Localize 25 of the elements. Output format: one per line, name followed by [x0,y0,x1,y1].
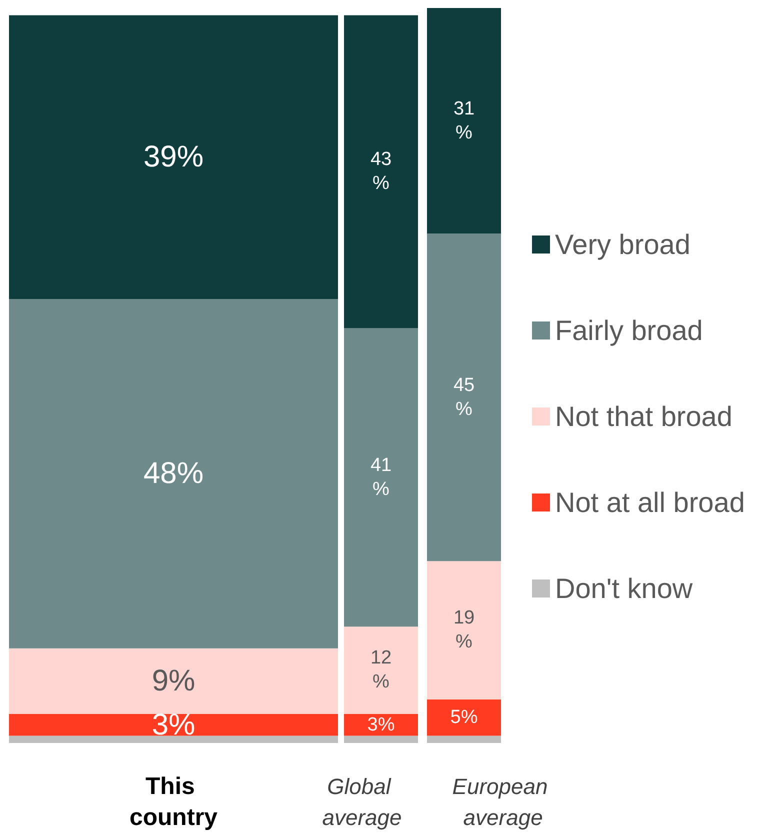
bar [427,8,501,234]
data-label: 41% [370,454,392,500]
x-tick-label: European average [452,774,548,830]
legend-label: Not at all broad [555,487,745,518]
data-label: 3% [152,708,196,742]
bar [427,699,501,736]
legend-label: Don't know [555,573,694,604]
data-label: 48% [143,457,204,490]
data-label: 9% [152,664,196,698]
data-label: 3% [367,714,395,736]
legend-label: Very broad [555,229,690,260]
x-tick-label: This country [129,773,218,831]
data-label: 43% [370,149,392,194]
bar [427,234,501,562]
bar [427,561,501,700]
x-tick-label: Global average [322,774,402,830]
data-label: 31% [453,98,475,144]
legend-label: Fairly broad [555,315,703,346]
data-label: 19% [453,608,475,653]
data-label: 45% [453,374,475,420]
data-label: 39% [143,140,204,174]
data-label: 12% [370,648,392,693]
legend-label: Not that broad [555,401,732,432]
data-label: 5% [450,707,478,728]
bar [427,736,501,743]
